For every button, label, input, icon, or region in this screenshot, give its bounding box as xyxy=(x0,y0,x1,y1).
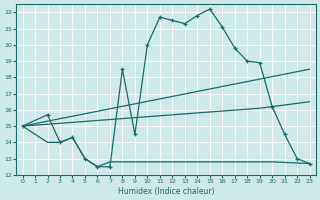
X-axis label: Humidex (Indice chaleur): Humidex (Indice chaleur) xyxy=(118,187,214,196)
